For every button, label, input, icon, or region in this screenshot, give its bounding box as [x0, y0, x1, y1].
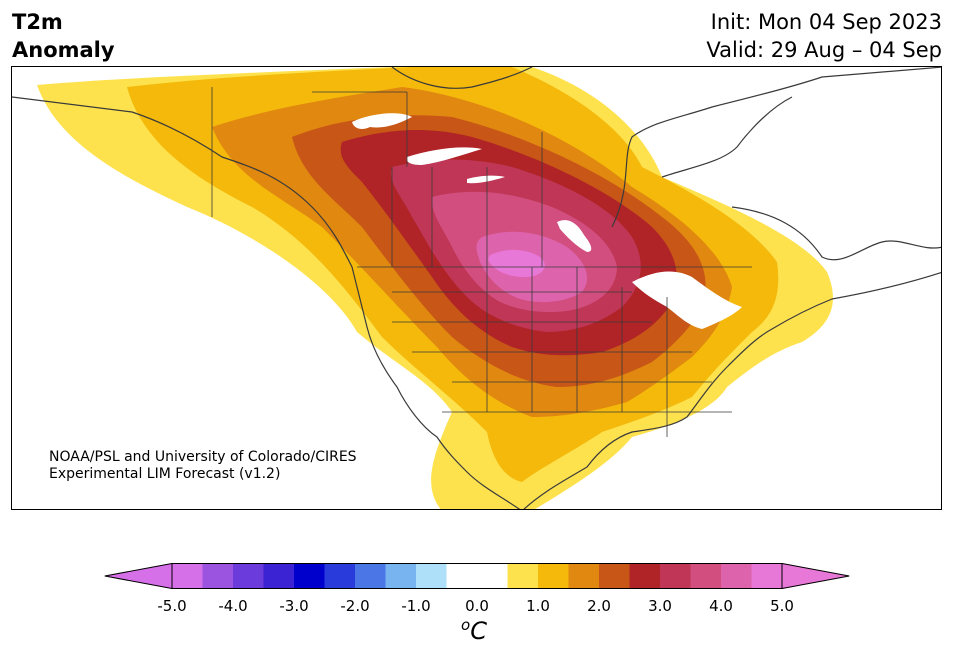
colorbar-high-arrow	[782, 563, 850, 589]
colorbar-tick-label: -3.0	[279, 597, 309, 615]
colorbar-segment	[629, 563, 661, 589]
colorbar-tick-label: -2.0	[340, 597, 370, 615]
map-title: T2m Anomaly	[12, 8, 115, 64]
colorbar-low-arrow	[104, 563, 172, 589]
credit-line-1: NOAA/PSL and University of Colorado/CIRE…	[49, 449, 357, 465]
colorbar-segment	[660, 563, 691, 589]
colorbar-segment	[385, 563, 417, 589]
colorbar-segment	[233, 563, 264, 589]
colorbar-segment	[477, 563, 508, 589]
colorbar-tick-label: 2.0	[587, 597, 611, 615]
lake-great-bear	[352, 113, 412, 130]
political-borders	[211, 87, 752, 437]
colorbar-segment	[202, 563, 234, 589]
anomaly-map	[11, 66, 942, 510]
colorbar-tick-label: -4.0	[218, 597, 248, 615]
lake-great-slave	[406, 147, 482, 165]
lake-winnipeg	[557, 220, 592, 252]
colorbar-segment	[507, 563, 539, 589]
colorbar-segments	[172, 563, 783, 589]
lake-athabasca	[467, 175, 505, 184]
colorbar-segment	[416, 563, 447, 589]
colorbar-segment	[263, 563, 295, 589]
colorbar-segment	[324, 563, 356, 589]
colorbar-segment	[751, 563, 783, 589]
valid-date: Valid: 29 Aug – 04 Sep	[706, 38, 942, 62]
great-lakes	[632, 271, 742, 329]
colorbar-segment	[172, 563, 203, 589]
colorbar-tick-label: 5.0	[770, 597, 794, 615]
colorbar-segment	[538, 563, 569, 589]
colorbar	[104, 563, 850, 589]
anomaly-contours	[37, 67, 833, 509]
colorbar-segment	[294, 563, 325, 589]
forecast-dates: Init: Mon 04 Sep 2023 Valid: 29 Aug – 04…	[706, 8, 942, 64]
colorbar-unit: oC	[461, 616, 487, 645]
colorbar-outline-arrows	[104, 563, 173, 589]
credit-text: NOAA/PSL and University of Colorado/CIRE…	[49, 449, 357, 483]
title-line-1: T2m	[12, 10, 63, 34]
colorbar-tick-label: 1.0	[526, 597, 550, 615]
colorbar-segment	[721, 563, 752, 589]
colorbar-segment	[568, 563, 600, 589]
colorbar-tick-label: 4.0	[709, 597, 733, 615]
map-canvas	[12, 67, 941, 509]
credit-line-2: Experimental LIM Forecast (v1.2)	[49, 466, 281, 482]
colorbar-tick-label: -5.0	[157, 597, 187, 615]
colorbar-tick-label: -1.0	[401, 597, 431, 615]
unit-superscript: o	[461, 616, 471, 634]
colorbar-tick-label: 3.0	[648, 597, 672, 615]
colorbar-segment	[355, 563, 386, 589]
colorbar-segment	[690, 563, 722, 589]
colorbar-segment	[446, 563, 478, 589]
colorbar-tick-label: 0.0	[465, 597, 489, 615]
contour-4-5	[488, 249, 545, 278]
colorbar-outline	[171, 563, 783, 589]
title-line-2: Anomaly	[12, 38, 115, 62]
colorbar-segment	[599, 563, 630, 589]
unit-label: C	[470, 617, 487, 645]
init-date: Init: Mon 04 Sep 2023	[710, 10, 942, 34]
coastlines	[12, 67, 941, 509]
